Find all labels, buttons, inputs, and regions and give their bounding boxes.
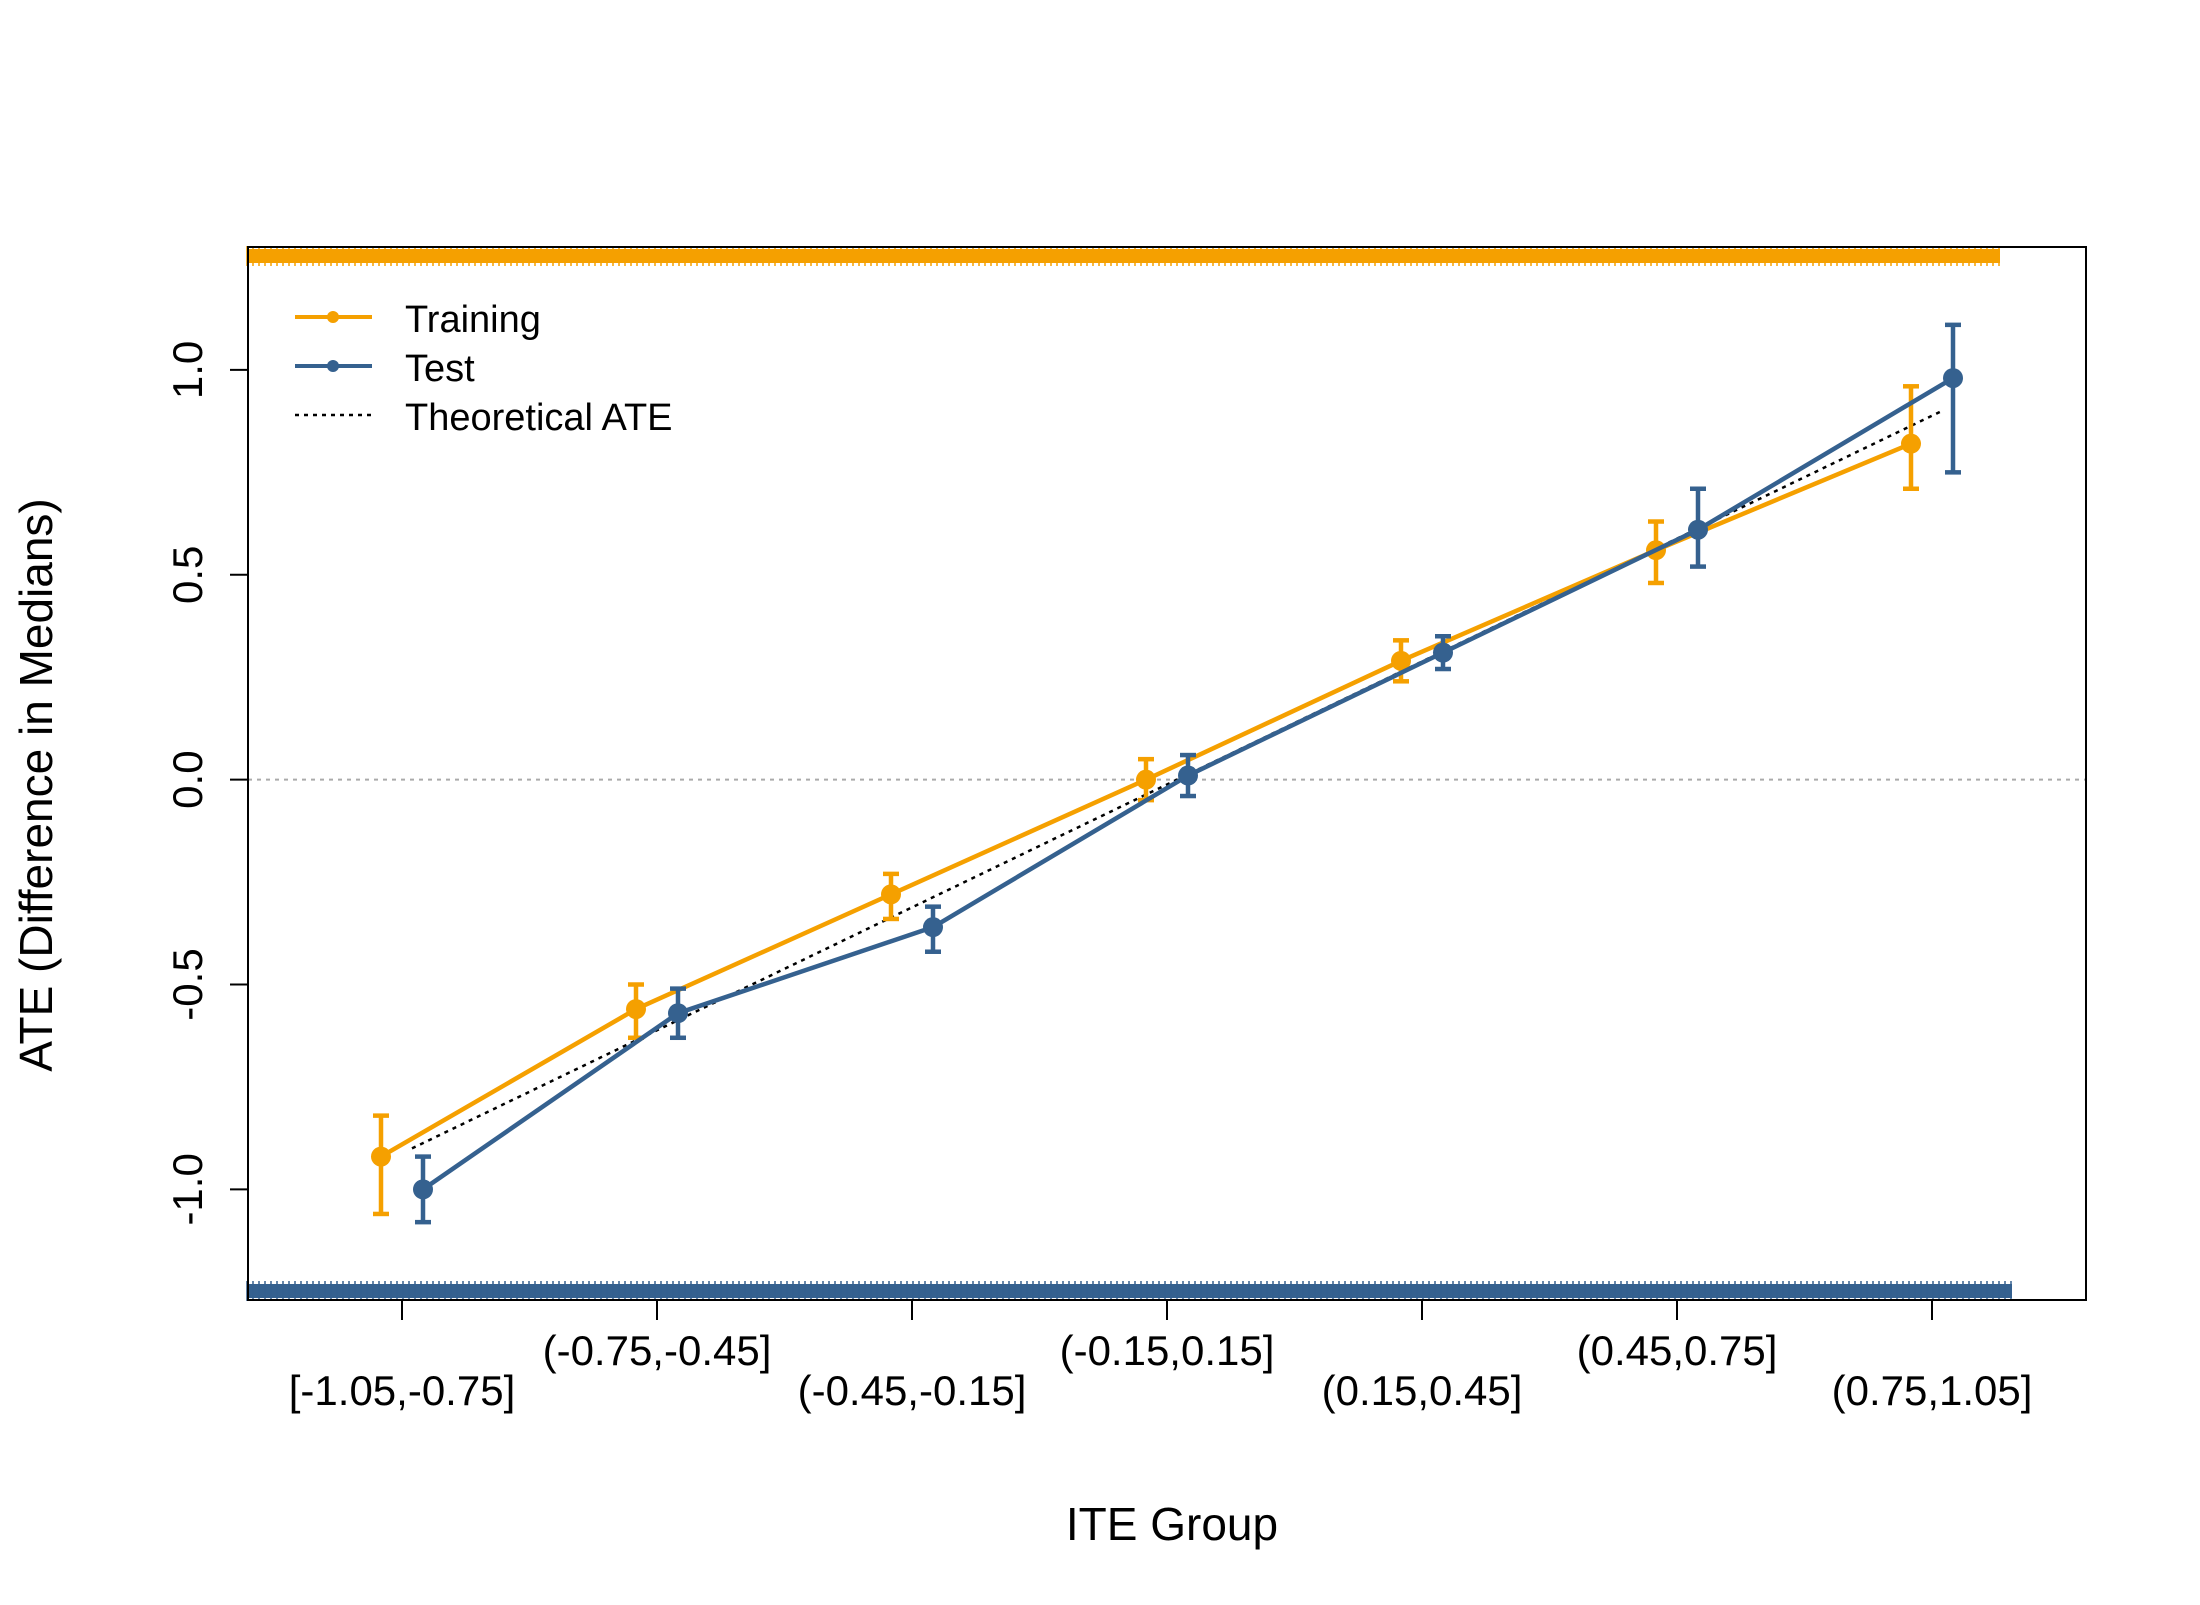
training-point	[881, 884, 901, 905]
y-tick-label: -0.5	[164, 948, 211, 1020]
x-tick-label: (-0.15,0.15]	[1060, 1327, 1275, 1374]
y-tick-label: 0.5	[164, 546, 211, 604]
x-tick-label: [-1.05,-0.75]	[289, 1367, 515, 1414]
x-tick-label: (0.45,0.75]	[1577, 1327, 1778, 1374]
y-tick-label: 1.0	[164, 341, 211, 399]
test-point	[1688, 519, 1708, 540]
x-tick-label: (-0.75,-0.45]	[543, 1327, 772, 1374]
test-point	[1943, 368, 1963, 389]
series-layer	[371, 322, 1963, 1225]
test-point	[668, 1003, 688, 1024]
y-tick-label: -1.0	[164, 1153, 211, 1225]
y-axis: -1.0 -0.5 0.0 0.5 1.0	[164, 341, 249, 1226]
x-axis: [-1.05,-0.75] (-0.75,-0.45] (-0.45,-0.15] (…	[289, 1299, 2033, 1414]
legend-label-test: Test	[405, 348, 475, 390]
legend-label-theoretical: Theoretical ATE	[405, 397, 673, 439]
y-axis-title: ATE (Difference in Medians)	[10, 498, 62, 1072]
training-point	[1901, 433, 1921, 454]
training-point	[1136, 769, 1156, 790]
legend-marker-training	[327, 311, 339, 323]
y-tick-label: 0.0	[164, 750, 211, 808]
test-point	[1178, 765, 1198, 786]
x-axis-title: ITE Group	[1066, 1498, 1278, 1550]
test-point	[923, 917, 943, 938]
rug-marks	[246, 246, 2012, 1301]
test-point	[1433, 642, 1453, 663]
x-tick-label: (-0.45,-0.15]	[798, 1367, 1027, 1414]
x-tick-label: (0.15,0.45]	[1322, 1367, 1523, 1414]
test-point	[413, 1179, 433, 1200]
legend: Training Test Theoretical ATE	[295, 299, 673, 439]
training-point	[371, 1146, 391, 1167]
legend-marker-test	[327, 360, 339, 372]
x-tick-label: (0.75,1.05]	[1832, 1367, 2033, 1414]
training-point	[626, 999, 646, 1020]
legend-label-training: Training	[405, 299, 541, 341]
training-point	[1391, 650, 1411, 671]
